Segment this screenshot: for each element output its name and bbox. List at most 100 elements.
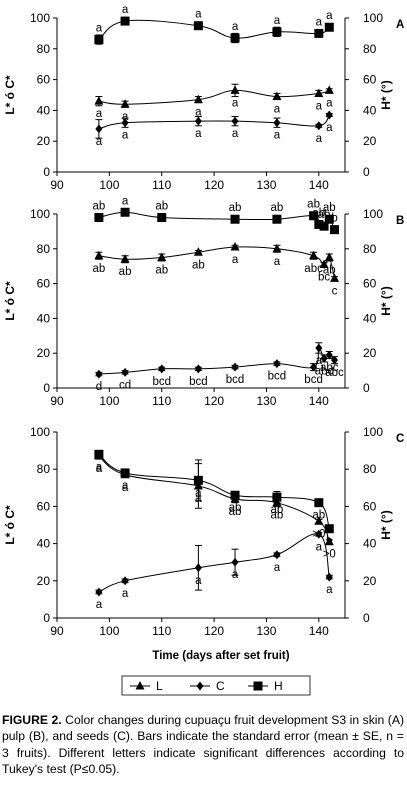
chart-panels: 90 100 110 120 130 140 0 20 40 60 80 100 0 20 40 60 80 10… [3,4,404,638]
legend-item-H: H [248,679,283,693]
significance-label: ab [155,265,168,277]
y-axis-title: L* ó C* [3,75,17,115]
significance-label: a [96,108,103,120]
x-tick-label: 110 [152,394,171,408]
data-point [315,529,323,539]
data-point [273,550,281,560]
data-point [272,243,282,253]
significance-label: ab [229,506,242,518]
significance-label: bcd [152,376,171,388]
significance-label: a [316,133,323,145]
significance-label: abc [320,362,339,374]
panel-A: 90 100 110 120 130 140 0 20 40 60 80 100 0 20 40 60 80 10… [3,4,404,192]
y-tick-label: 100 [30,425,50,439]
data-point [95,369,103,379]
panel-B: 90 100 110 120 130 140 0 20 40 60 80 100 0 20 40 60 80 10… [3,195,404,408]
data-point [157,212,167,222]
y-tick-label: 20 [37,134,51,148]
y2-axis-title: H* (°) [379,510,393,539]
significance-label: bcd [189,376,208,388]
data-point [230,33,240,43]
data-point [94,35,104,45]
x-tick-label: 90 [50,624,64,638]
data-point [194,563,202,573]
data-point [95,124,103,134]
data-point [325,350,333,360]
significance-label: a [274,15,281,27]
data-point [120,16,130,26]
significance-label: a [96,136,103,148]
significance-label: abc [325,367,344,379]
significance-label: a [96,463,103,475]
x-tick-label: 130 [256,178,276,192]
data-point [310,362,318,372]
data-point [121,576,129,586]
data-point [120,207,130,217]
y-tick-label: 40 [37,103,51,117]
data-point [158,364,166,374]
y-tick-label: 0 [43,381,50,395]
y2-axis-title: H* (°) [379,286,393,315]
significance-label: ab [229,202,242,214]
data-point [95,587,103,597]
significance-label: a [122,480,129,492]
series-line [98,246,336,279]
y-tick-label: 60 [37,73,51,87]
data-point [331,355,339,365]
data-point [193,21,203,31]
x-tick-label: 120 [204,178,224,192]
x-tick-label: 100 [99,624,119,638]
legend-label: C [216,679,225,693]
significance-label: a [96,599,103,611]
y2-tick-label: 100 [363,11,383,25]
legend-marker [196,681,204,691]
significance-label: a [195,107,202,119]
panel-C: 90 100 110 120 130 140 0 20 40 60 80 100 0 20 40 60 80 10… [3,425,404,638]
data-point [314,498,324,508]
significance-label: a [96,23,103,35]
y-tick-label: 80 [37,42,51,56]
y2-tick-label: 0 [363,611,370,625]
significance-label: b [326,536,332,548]
legend-marker [135,681,145,690]
legend-label: H [274,679,283,693]
y2-tick-label: 0 [363,165,370,179]
significance-label: a [195,9,202,21]
data-point [314,88,324,97]
y-tick-label: 60 [37,277,51,291]
data-point [315,121,323,131]
significance-label: a [274,562,281,574]
series-line [98,347,335,375]
series-H: aa aaa aa [94,4,334,45]
x-tick-label: 90 [50,394,64,408]
significance-label: a [122,195,129,207]
data-point [324,252,334,261]
y2-tick-label: 80 [363,42,377,56]
y-axis-title: L* ó C* [3,281,17,321]
data-point [94,250,104,260]
significance-label: a [316,541,323,553]
legend-item-C: C [190,679,225,693]
x-tick-label: 90 [50,178,64,192]
data-point [231,362,239,372]
data-point [324,214,334,224]
data-point [94,212,104,222]
y-tick-label: 40 [37,311,51,325]
series-L: a a aaa a a [94,83,334,123]
significance-label: a [195,575,202,587]
significance-label: ab [312,207,325,219]
y2-tick-label: 60 [363,499,377,513]
data-point [330,273,340,282]
x-tick-label: 100 [99,178,119,192]
significance-label: abc [304,263,323,275]
y2-tick-label: 40 [363,311,377,325]
x-tick-label: 140 [309,624,329,638]
data-point [325,572,333,582]
data-point [273,359,281,369]
series-line [98,114,330,130]
y-tick-label: 80 [37,242,51,256]
significance-label: ab [312,510,325,522]
